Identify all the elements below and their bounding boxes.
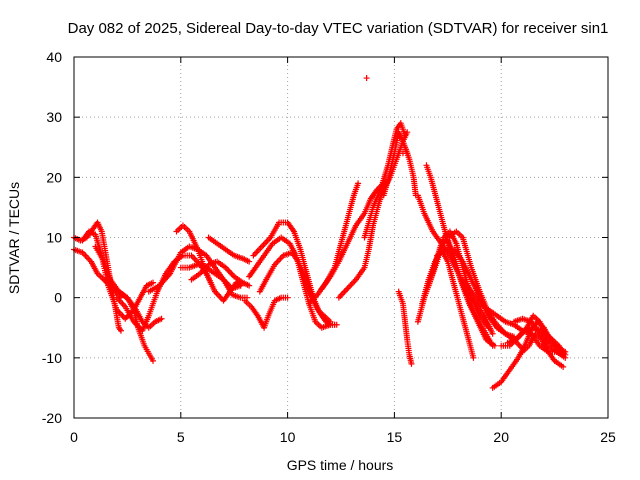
y-tick-label: -20: [42, 410, 62, 426]
x-tick-label: 15: [387, 429, 403, 445]
data-point: [246, 282, 253, 289]
y-tick-label: 30: [46, 109, 62, 125]
x-tick-label: 25: [600, 429, 616, 445]
x-tick-label: 0: [70, 429, 78, 445]
data-marks: [71, 75, 569, 391]
data-point: [284, 294, 291, 301]
y-axis-label: SDTVAR / TECUs: [6, 182, 22, 294]
data-point: [117, 327, 124, 334]
data-point: [150, 357, 157, 364]
y-tick-label: 40: [46, 49, 62, 65]
chart-title: Day 082 of 2025, Sidereal Day-to-day VTE…: [68, 20, 609, 37]
x-axis-label: GPS time / hours: [287, 457, 394, 473]
data-point: [408, 360, 415, 367]
y-tick-label: -10: [42, 350, 62, 366]
data-point: [489, 330, 496, 337]
data-point: [562, 354, 569, 361]
x-tick-label: 5: [177, 429, 185, 445]
data-point: [470, 354, 477, 361]
data-point: [491, 342, 498, 349]
y-tick-label: 10: [46, 230, 62, 246]
data-point: [333, 321, 340, 328]
data-point: [246, 258, 253, 265]
axis-ticks: 0 5 10 15 20 25 -20 -10 0 10 20 30 40: [42, 49, 616, 445]
data-point: [485, 324, 492, 331]
x-tick-label: 20: [493, 429, 509, 445]
data-point: [158, 315, 165, 322]
data-point: [560, 363, 567, 370]
data-point: [402, 132, 409, 139]
outlier-point: [363, 75, 370, 82]
data-point: [327, 318, 334, 325]
data-point: [150, 279, 157, 286]
y-tick-label: 20: [46, 169, 62, 185]
x-tick-label: 10: [280, 429, 296, 445]
outlier-point: [399, 150, 406, 157]
data-point: [404, 129, 411, 136]
data-point: [355, 180, 362, 187]
y-tick-label: 0: [54, 290, 62, 306]
data-point: [562, 348, 569, 355]
